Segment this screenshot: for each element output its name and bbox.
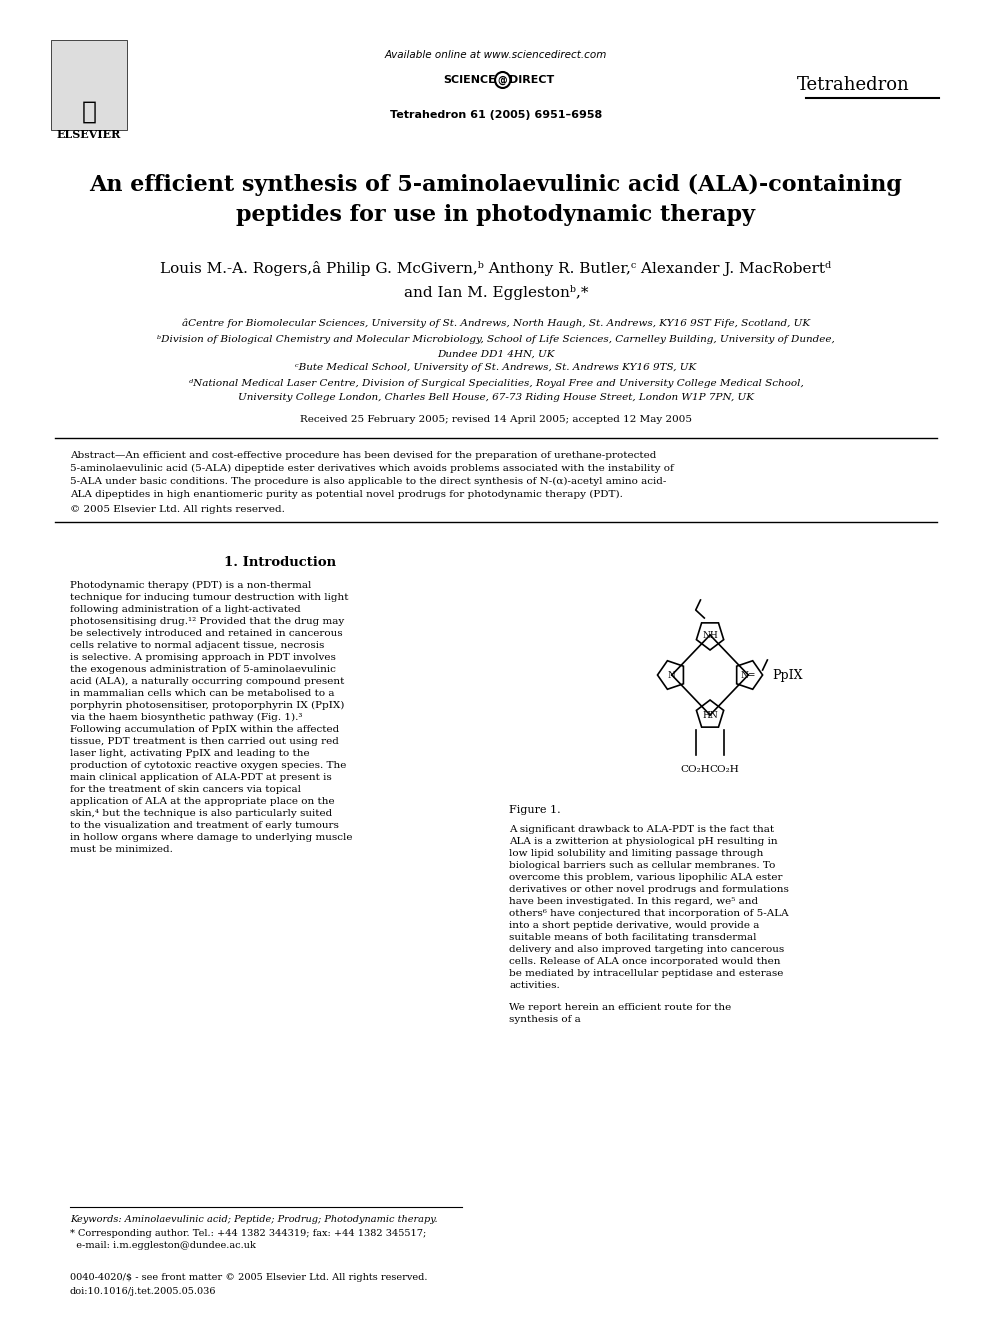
- Text: into a short peptide derivative, would provide a: into a short peptide derivative, would p…: [509, 922, 760, 930]
- Text: Received 25 February 2005; revised 14 April 2005; accepted 12 May 2005: Received 25 February 2005; revised 14 Ap…: [300, 415, 692, 425]
- Text: SCIENCE: SCIENCE: [443, 75, 496, 85]
- Text: in mammalian cells which can be metabolised to a: in mammalian cells which can be metaboli…: [69, 688, 334, 697]
- Text: synthesis of a: synthesis of a: [509, 1016, 581, 1024]
- Text: 🌳: 🌳: [81, 101, 96, 124]
- Text: cells. Release of ALA once incorporated would then: cells. Release of ALA once incorporated …: [509, 958, 781, 967]
- Text: Tetrahedron 61 (2005) 6951–6958: Tetrahedron 61 (2005) 6951–6958: [390, 110, 602, 120]
- Text: A significant drawback to ALA-PDT is the fact that: A significant drawback to ALA-PDT is the…: [509, 826, 775, 835]
- Text: main clinical application of ALA-PDT at present is: main clinical application of ALA-PDT at …: [69, 773, 331, 782]
- Text: acid (ALA), a naturally occurring compound present: acid (ALA), a naturally occurring compou…: [69, 676, 344, 685]
- Text: laser light, activating PpIX and leading to the: laser light, activating PpIX and leading…: [69, 749, 310, 758]
- Text: biological barriers such as cellular membranes. To: biological barriers such as cellular mem…: [509, 861, 776, 871]
- Text: overcome this problem, various lipophilic ALA ester: overcome this problem, various lipophili…: [509, 873, 783, 882]
- Text: Photodynamic therapy (PDT) is a non-thermal: Photodynamic therapy (PDT) is a non-ther…: [69, 581, 311, 590]
- Text: skin,⁴ but the technique is also particularly suited: skin,⁴ but the technique is also particu…: [69, 808, 332, 818]
- Text: Louis M.-A. Rogers,â Philip G. McGivern,ᵇ Anthony R. Butler,ᶜ Alexander J. MacRo: Louis M.-A. Rogers,â Philip G. McGivern,…: [161, 261, 831, 275]
- Text: peptides for use in photodynamic therapy: peptides for use in photodynamic therapy: [236, 204, 756, 226]
- Text: 5-aminolaevulinic acid (5-ALA) dipeptide ester derivatives which avoids problems: 5-aminolaevulinic acid (5-ALA) dipeptide…: [69, 463, 674, 472]
- Text: have been investigated. In this regard, we⁵ and: have been investigated. In this regard, …: [509, 897, 759, 906]
- Text: Following accumulation of PpIX within the affected: Following accumulation of PpIX within th…: [69, 725, 339, 733]
- Text: 5-ALA under basic conditions. The procedure is also applicable to the direct syn: 5-ALA under basic conditions. The proced…: [69, 476, 667, 486]
- Text: ELSEVIER: ELSEVIER: [57, 130, 121, 140]
- Text: others⁶ have conjectured that incorporation of 5-ALA: others⁶ have conjectured that incorporat…: [509, 909, 789, 918]
- Text: must be minimized.: must be minimized.: [69, 844, 173, 853]
- Text: @: @: [498, 75, 508, 85]
- Text: to the visualization and treatment of early tumours: to the visualization and treatment of ea…: [69, 820, 338, 830]
- Text: An efficient synthesis of 5-aminolaevulinic acid (ALA)-containing: An efficient synthesis of 5-aminolaevuli…: [89, 173, 903, 196]
- Text: PpIX: PpIX: [772, 668, 803, 681]
- Text: Available online at www.sciencedirect.com: Available online at www.sciencedirect.co…: [385, 50, 607, 60]
- Text: © 2005 Elsevier Ltd. All rights reserved.: © 2005 Elsevier Ltd. All rights reserved…: [69, 505, 285, 515]
- Text: application of ALA at the appropriate place on the: application of ALA at the appropriate pl…: [69, 796, 334, 806]
- Text: be mediated by intracellular peptidase and esterase: be mediated by intracellular peptidase a…: [509, 970, 784, 979]
- Text: DIRECT: DIRECT: [509, 75, 555, 85]
- Text: N=: N=: [741, 671, 756, 680]
- Text: ALA is a zwitterion at physiological pH resulting in: ALA is a zwitterion at physiological pH …: [509, 837, 778, 847]
- Text: âCentre for Biomolecular Sciences, University of St. Andrews, North Haugh, St. A: âCentre for Biomolecular Sciences, Unive…: [182, 319, 810, 328]
- Text: the exogenous administration of 5-aminolaevulinic: the exogenous administration of 5-aminol…: [69, 664, 335, 673]
- Text: e-mail: i.m.eggleston@dundee.ac.uk: e-mail: i.m.eggleston@dundee.ac.uk: [69, 1241, 256, 1250]
- Text: tissue, PDT treatment is then carried out using red: tissue, PDT treatment is then carried ou…: [69, 737, 338, 745]
- Text: 1. Introduction: 1. Introduction: [224, 557, 336, 569]
- Text: ALA dipeptides in high enantiomeric purity as potential novel prodrugs for photo: ALA dipeptides in high enantiomeric puri…: [69, 490, 623, 499]
- Text: ᵈNational Medical Laser Centre, Division of Surgical Specialities, Royal Free an: ᵈNational Medical Laser Centre, Division…: [188, 378, 804, 388]
- Text: technique for inducing tumour destruction with light: technique for inducing tumour destructio…: [69, 593, 348, 602]
- Text: 0040-4020/$ - see front matter © 2005 Elsevier Ltd. All rights reserved.: 0040-4020/$ - see front matter © 2005 El…: [69, 1273, 428, 1282]
- Text: be selectively introduced and retained in cancerous: be selectively introduced and retained i…: [69, 628, 342, 638]
- Text: ᵇDivision of Biological Chemistry and Molecular Microbiology, School of Life Sci: ᵇDivision of Biological Chemistry and Mo…: [157, 336, 835, 344]
- Text: Figure 1.: Figure 1.: [509, 804, 561, 815]
- Text: low lipid solubility and limiting passage through: low lipid solubility and limiting passag…: [509, 849, 764, 859]
- Text: Dundee DD1 4HN, UK: Dundee DD1 4HN, UK: [437, 349, 555, 359]
- Text: in hollow organs where damage to underlying muscle: in hollow organs where damage to underly…: [69, 832, 352, 841]
- Text: porphyrin photosensitiser, protoporphyrin IX (PpIX): porphyrin photosensitiser, protoporphyri…: [69, 700, 344, 709]
- Text: derivatives or other novel prodrugs and formulations: derivatives or other novel prodrugs and …: [509, 885, 790, 894]
- Text: activities.: activities.: [509, 982, 560, 991]
- Text: ᶜBute Medical School, University of St. Andrews, St. Andrews KY16 9TS, UK: ᶜBute Medical School, University of St. …: [296, 364, 696, 373]
- Text: N: N: [668, 671, 676, 680]
- Text: Tetrahedron: Tetrahedron: [797, 75, 910, 94]
- Text: production of cytotoxic reactive oxygen species. The: production of cytotoxic reactive oxygen …: [69, 761, 346, 770]
- Text: CO₂H: CO₂H: [709, 765, 739, 774]
- Text: following administration of a light-activated: following administration of a light-acti…: [69, 605, 301, 614]
- Bar: [51, 40, 127, 130]
- Text: via the haem biosynthetic pathway (Fig. 1).³: via the haem biosynthetic pathway (Fig. …: [69, 713, 303, 721]
- Text: HN: HN: [702, 710, 718, 720]
- Text: * Corresponding author. Tel.: +44 1382 344319; fax: +44 1382 345517;: * Corresponding author. Tel.: +44 1382 3…: [69, 1229, 427, 1238]
- Text: We report herein an efficient route for the: We report herein an efficient route for …: [509, 1004, 732, 1012]
- Text: photosensitising drug.¹² Provided that the drug may: photosensitising drug.¹² Provided that t…: [69, 617, 344, 626]
- Text: NH: NH: [702, 631, 718, 639]
- Text: Abstract—An efficient and cost-effective procedure has been devised for the prep: Abstract—An efficient and cost-effective…: [69, 451, 656, 459]
- Text: CO₂H: CO₂H: [681, 765, 710, 774]
- Text: suitable means of both facilitating transdermal: suitable means of both facilitating tran…: [509, 934, 757, 942]
- Text: Keywords: Aminolaevulinic acid; Peptide; Prodrug; Photodynamic therapy.: Keywords: Aminolaevulinic acid; Peptide;…: [69, 1216, 437, 1225]
- Text: cells relative to normal adjacent tissue, necrosis: cells relative to normal adjacent tissue…: [69, 640, 324, 650]
- Text: delivery and also improved targeting into cancerous: delivery and also improved targeting int…: [509, 946, 785, 954]
- Text: University College London, Charles Bell House, 67-73 Riding House Street, London: University College London, Charles Bell …: [238, 393, 754, 401]
- Text: for the treatment of skin cancers via topical: for the treatment of skin cancers via to…: [69, 785, 301, 794]
- Text: doi:10.1016/j.tet.2005.05.036: doi:10.1016/j.tet.2005.05.036: [69, 1286, 216, 1295]
- Text: is selective. A promising approach in PDT involves: is selective. A promising approach in PD…: [69, 652, 335, 662]
- Text: and Ian M. Egglestonᵇ,*: and Ian M. Egglestonᵇ,*: [404, 284, 588, 299]
